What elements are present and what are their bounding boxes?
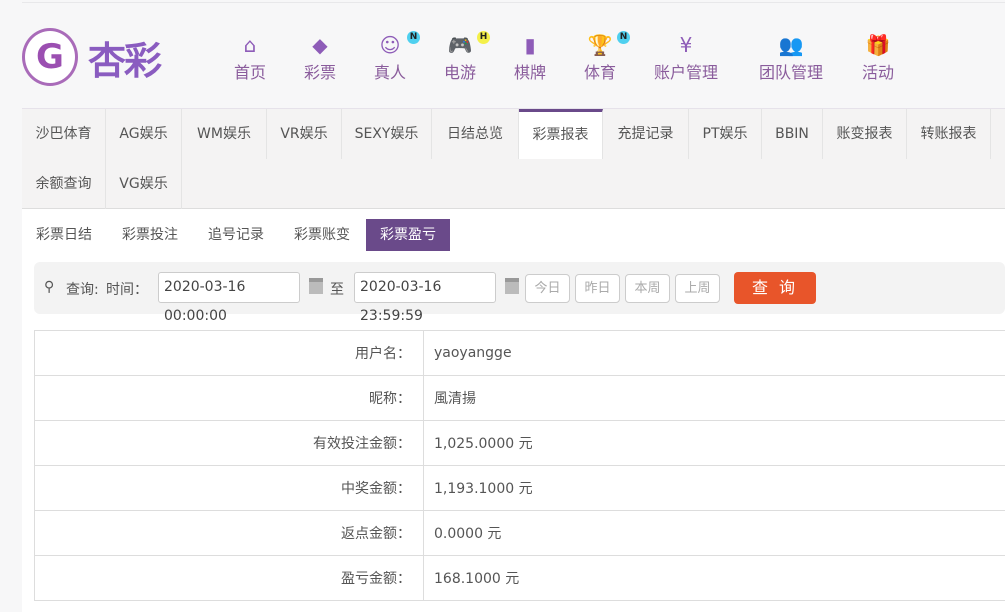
top-divider [22, 2, 1005, 3]
tab[interactable]: 沙巴体育 [22, 109, 106, 159]
nav-item[interactable]: 🎮 H 电游 [443, 31, 491, 83]
tab[interactable]: 账变报表 [823, 109, 907, 159]
to-label: 至 [330, 282, 344, 298]
tab[interactable]: SEXY娱乐 [342, 109, 432, 159]
tab[interactable]: WM娱乐 [182, 109, 267, 159]
report-tabs: 沙巴体育 AG娱乐 WM娱乐 VR娱乐 SEXY娱乐 日结总览 彩票报表 充提记录 PT娱乐 BB… [22, 108, 1005, 209]
nav-item[interactable]: 🎁 活动 [862, 33, 894, 83]
nav-label: 首页 [233, 63, 267, 82]
subtab[interactable]: 彩票日结 [36, 227, 92, 243]
nav-item[interactable]: ☺ N 真人 [373, 31, 421, 83]
this-week-button[interactable]: 本周 [625, 274, 670, 303]
row-label: 中奖金额： [34, 465, 424, 511]
logo[interactable]: G 杏彩 [22, 28, 162, 86]
nav-label: 彩票 [303, 63, 337, 82]
row-value: 1,193.1000 元 [423, 465, 1005, 511]
search-icon: ⚲ [44, 279, 55, 295]
row-value: 168.1000 元 [423, 555, 1005, 601]
table-row: 中奖金额： 1,193.1000 元 [34, 465, 1005, 511]
last-week-button[interactable]: 上周 [675, 274, 720, 303]
gamepad-icon: 🎮 H [444, 31, 491, 57]
nav-label: 团队管理 [758, 63, 824, 82]
nav-item[interactable]: 🏆 N 体育 [583, 31, 631, 83]
subtab[interactable]: 彩票盈亏 [366, 219, 450, 251]
yen-coin-icon: ¥ [679, 33, 693, 57]
subtab[interactable]: 彩票投注 [122, 227, 178, 243]
nav-label: 真人 [373, 63, 407, 82]
nav-label: 活动 [861, 63, 895, 82]
ticket-icon: ◆ [312, 33, 328, 57]
row-value: 風清揚 [423, 375, 1005, 421]
table-row: 昵称： 風清揚 [34, 375, 1005, 421]
tab[interactable]: 彩票报表 [519, 109, 603, 159]
today-button[interactable]: 今日 [525, 274, 570, 303]
row-label: 盈亏金额： [34, 555, 424, 601]
tab[interactable]: 转账报表 [907, 109, 991, 159]
end-time-input[interactable]: 2020-03-16 23:59:59 [354, 272, 496, 324]
row-value: 1,025.0000 元 [423, 420, 1005, 466]
start-time-input[interactable]: 2020-03-16 00:00:00 [158, 272, 300, 324]
query-label: 查询: [66, 282, 99, 298]
logo-text: 杏彩 [88, 38, 162, 83]
tab[interactable]: 充提记录 [603, 109, 689, 159]
row-label: 用户名： [34, 330, 424, 376]
nav-label: 体育 [583, 63, 617, 82]
table-row: 返点金额： 0.0000 元 [34, 510, 1005, 556]
table-row: 有效投注金额： 1,025.0000 元 [34, 420, 1005, 466]
query-button[interactable]: 查 询 [734, 272, 816, 304]
trophy-icon: 🏆 N [584, 31, 631, 57]
yesterday-button[interactable]: 昨日 [575, 274, 620, 303]
tab[interactable]: 日结总览 [432, 109, 519, 159]
badge: N [617, 31, 631, 44]
row-label: 昵称： [34, 375, 424, 421]
tab[interactable]: VG娱乐 [106, 159, 182, 209]
team-icon: 👥 [778, 33, 804, 57]
row-label: 有效投注金额： [34, 420, 424, 466]
subtab[interactable]: 追号记录 [208, 227, 264, 243]
nav-label: 棋牌 [513, 63, 547, 82]
nav-item[interactable]: 👥 团队管理 [759, 33, 823, 83]
nav-item[interactable]: ▮ 棋牌 [514, 33, 546, 83]
row-value: yaoyangge [423, 330, 1005, 376]
tab[interactable]: PT娱乐 [689, 109, 762, 159]
logo-mark: G [22, 28, 78, 86]
calendar-icon[interactable] [309, 278, 323, 294]
tab[interactable]: AG娱乐 [106, 109, 182, 159]
row-value: 0.0000 元 [423, 510, 1005, 556]
home-icon: ⌂ [243, 33, 257, 57]
gift-icon: 🎁 [865, 33, 891, 57]
main-panel: 彩票日结 彩票投注 追号记录 彩票账变 彩票盈亏 ⚲ 查询: 时间： 2020-03-1… [22, 209, 1005, 612]
nav-item[interactable]: ◆ 彩票 [304, 33, 336, 83]
tab[interactable]: BBIN [762, 109, 823, 159]
badge: H [477, 31, 491, 44]
tab[interactable]: VR娱乐 [267, 109, 342, 159]
subtab[interactable]: 彩票账变 [294, 227, 350, 243]
table-row: 用户名： yaoyangge [34, 330, 1005, 376]
row-label: 返点金额： [34, 510, 424, 556]
badge: N [407, 31, 421, 44]
time-label: 时间： [106, 282, 148, 298]
table-row: 盈亏金额： 168.1000 元 [34, 555, 1005, 601]
nav-item[interactable]: ¥ 账户管理 [654, 33, 718, 83]
tab[interactable]: 余额查询 [22, 159, 106, 209]
nav-item[interactable]: ⌂ 首页 [234, 33, 266, 83]
dealer-icon: ☺ N [374, 31, 421, 57]
profit-loss-table: 用户名： yaoyangge 昵称： 風清揚 有效投注金额： 1,025.0000 元中奖… [34, 330, 1005, 601]
nav-label: 电游 [443, 63, 477, 82]
cards-icon: ▮ [524, 33, 536, 57]
calendar-icon[interactable] [505, 278, 519, 294]
nav-label: 账户管理 [653, 63, 719, 82]
search-bar: ⚲ 查询: 时间： 2020-03-16 00:00:00 至 2020-03-… [34, 262, 1005, 324]
